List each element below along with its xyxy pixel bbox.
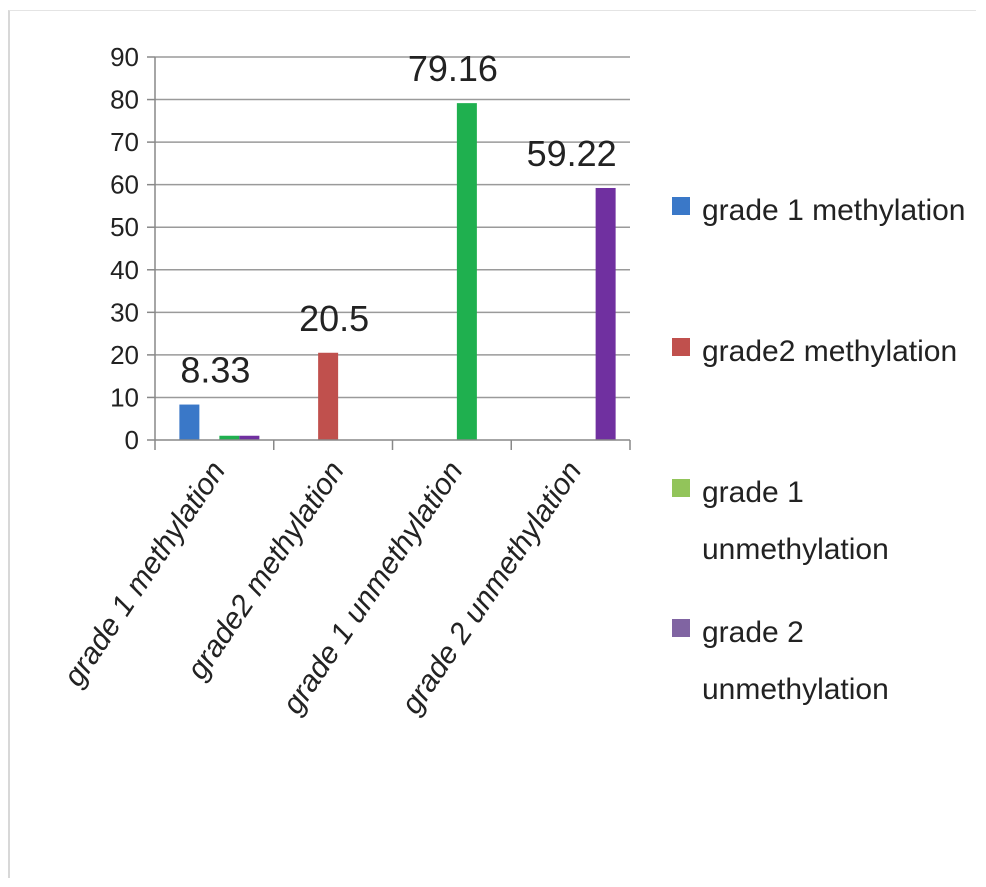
legend-swatch bbox=[672, 338, 690, 356]
y-axis-ticks: 0 10 20 30 40 50 60 70 80 90 bbox=[110, 42, 155, 455]
bar bbox=[456, 103, 477, 440]
legend-label: grade2 methylation bbox=[702, 335, 957, 368]
data-label: 8.33 bbox=[180, 350, 250, 391]
bars bbox=[179, 103, 616, 440]
y-tick-label: 60 bbox=[110, 170, 139, 200]
y-tick-label: 10 bbox=[110, 382, 139, 412]
data-label: 79.16 bbox=[408, 48, 498, 89]
data-labels: 8.33 20.5 79.16 59.22 bbox=[180, 48, 616, 390]
legend-swatch bbox=[672, 479, 690, 497]
legend-label: unmethylation bbox=[702, 673, 889, 706]
y-tick-label: 80 bbox=[110, 85, 139, 115]
legend-label: grade 1 bbox=[702, 476, 804, 509]
data-label: 20.5 bbox=[299, 298, 369, 339]
y-tick-label: 50 bbox=[110, 212, 139, 242]
chart-frame bbox=[8, 10, 976, 878]
bar bbox=[179, 404, 200, 440]
legend-swatch bbox=[672, 619, 690, 637]
y-tick-label: 30 bbox=[110, 297, 139, 327]
y-tick-label: 40 bbox=[110, 255, 139, 285]
legend: grade 1 methylation grade2 methylation gra… bbox=[672, 194, 966, 706]
legend-label: grade 1 methylation bbox=[702, 194, 966, 227]
gridlines bbox=[155, 56, 630, 399]
y-tick-label: 20 bbox=[110, 340, 139, 370]
legend-label: grade 2 bbox=[702, 616, 804, 649]
data-label: 59.22 bbox=[527, 133, 617, 174]
legend-swatch bbox=[672, 197, 690, 215]
y-tick-label: 70 bbox=[110, 127, 139, 157]
bar bbox=[595, 187, 616, 440]
bar bbox=[318, 352, 339, 440]
bar bbox=[219, 435, 240, 440]
axes bbox=[154, 57, 631, 450]
y-tick-label: 0 bbox=[125, 425, 139, 455]
legend-label: unmethylation bbox=[702, 533, 889, 566]
bar bbox=[239, 435, 260, 440]
y-tick-label: 90 bbox=[110, 42, 139, 72]
